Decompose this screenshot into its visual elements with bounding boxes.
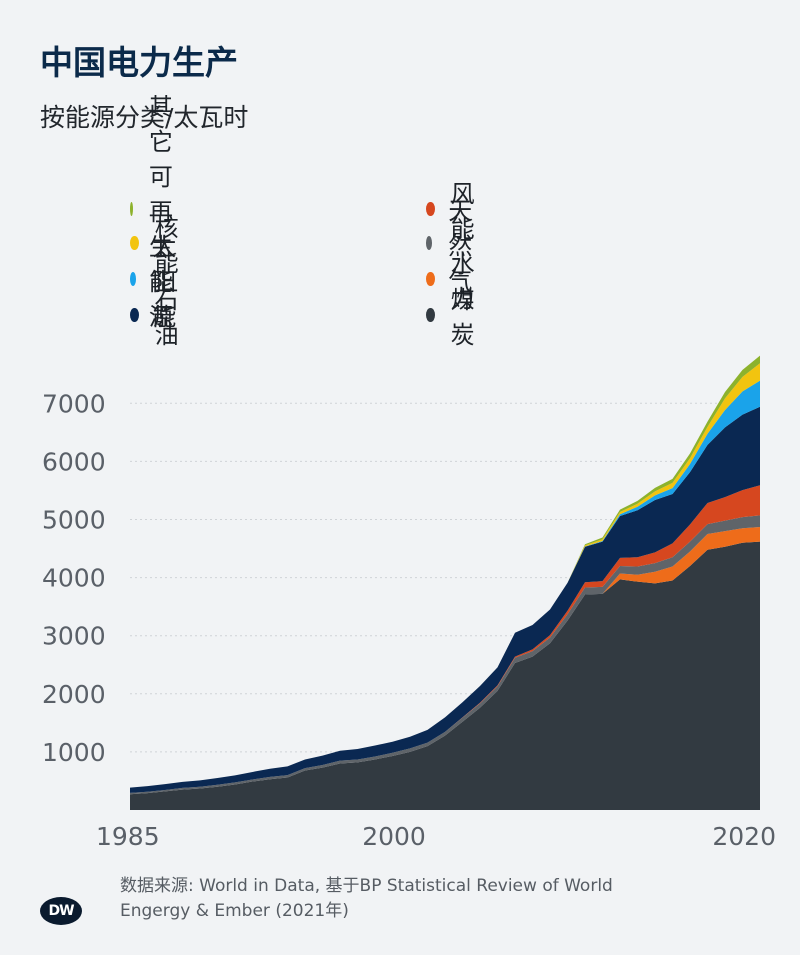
legend-item-wind: 风能 <box>426 180 480 243</box>
area-chart: 1000 2000 3000 4000 5000 6000 7000 1985 2000 202… <box>42 355 776 851</box>
legend-label: 其它可再生能源 <box>148 92 173 331</box>
y-tick-label: 3000 <box>42 622 106 651</box>
stacked-areas <box>130 355 760 810</box>
legend-label: 煤炭 <box>450 286 475 349</box>
area-series-天然气 <box>130 515 760 795</box>
legend-swatch <box>130 308 139 322</box>
x-tick-label: 2000 <box>362 822 426 851</box>
chart-subtitle: 按能源分类/太瓦时 <box>40 103 249 132</box>
legend-swatch <box>426 236 433 250</box>
legend-label: 天然气 <box>448 196 473 295</box>
area-series-水力 <box>130 527 760 795</box>
y-tick-label: 2000 <box>42 680 106 709</box>
legend-label: 水力 <box>450 250 475 313</box>
gridlines <box>130 402 760 753</box>
legend-item-hydro: 水力 <box>426 250 480 313</box>
y-tick-label: 5000 <box>42 506 106 535</box>
area-series-煤炭 <box>130 541 760 810</box>
y-tick-label: 6000 <box>42 447 106 476</box>
legend-swatch <box>130 236 139 250</box>
area-series-风能 <box>130 485 760 793</box>
legend-label: 核能 <box>154 214 179 277</box>
legend-item-gas: 天然气 <box>426 197 480 295</box>
legend-item-coal: 煤炭 <box>426 286 480 349</box>
legend-swatch <box>426 272 435 286</box>
y-tick-label: 4000 <box>42 564 106 593</box>
x-axis-ticks: 1985 2000 2020 <box>96 822 776 851</box>
y-tick-label: 1000 <box>42 738 106 767</box>
legend-label: 太阳能 <box>152 232 177 331</box>
legend-swatch <box>130 202 133 216</box>
y-tick-label: 7000 <box>42 389 106 418</box>
legend-item-solar: 太阳能 <box>130 233 184 331</box>
legend-item-other-renewables: 其它可再生能源 <box>130 93 184 331</box>
source-line-1: 数据来源: World in Data, 基于BP Statistical Re… <box>120 876 613 896</box>
chart-title: 中国电力生产 <box>40 43 238 82</box>
x-tick-label: 1985 <box>96 822 160 851</box>
legend-swatch <box>130 272 137 286</box>
legend-item-oil: 石油 <box>130 286 184 349</box>
y-axis-ticks: 1000 2000 3000 4000 5000 6000 7000 <box>42 389 106 767</box>
dw-logo: DW <box>40 897 82 925</box>
legend-swatch <box>426 308 435 322</box>
legend-label: 石油 <box>154 286 179 349</box>
legend-label: 风能 <box>450 180 475 243</box>
source-note: 数据来源: World in Data, 基于BP Statistical Re… <box>120 874 680 924</box>
legend-item-nuclear: 核能 <box>130 214 184 277</box>
legend-swatch <box>426 202 435 216</box>
source-line-2: Engergy & Ember (2021年) <box>120 901 349 921</box>
x-tick-label: 2020 <box>712 822 776 851</box>
